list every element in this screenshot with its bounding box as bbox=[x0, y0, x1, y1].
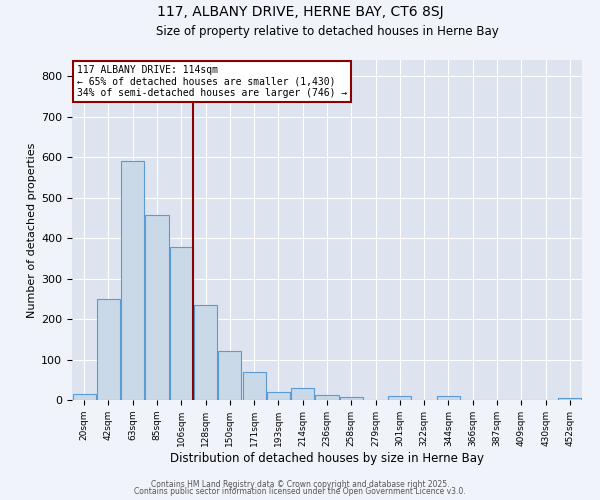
Text: 117 ALBANY DRIVE: 114sqm
← 65% of detached houses are smaller (1,430)
34% of sem: 117 ALBANY DRIVE: 114sqm ← 65% of detach… bbox=[77, 65, 347, 98]
Bar bbox=[97, 299, 120, 400]
Text: 117, ALBANY DRIVE, HERNE BAY, CT6 8SJ: 117, ALBANY DRIVE, HERNE BAY, CT6 8SJ bbox=[157, 5, 443, 19]
Bar bbox=[316, 395, 338, 400]
Bar bbox=[73, 394, 95, 400]
Bar bbox=[218, 350, 241, 400]
Bar bbox=[170, 247, 193, 400]
Bar bbox=[242, 372, 266, 400]
Bar bbox=[388, 396, 412, 400]
Bar bbox=[559, 398, 581, 400]
Bar bbox=[291, 388, 314, 400]
Text: Contains HM Land Registry data © Crown copyright and database right 2025.: Contains HM Land Registry data © Crown c… bbox=[151, 480, 449, 489]
Bar bbox=[145, 214, 169, 400]
Bar bbox=[267, 392, 290, 400]
Y-axis label: Number of detached properties: Number of detached properties bbox=[27, 142, 37, 318]
Bar bbox=[194, 305, 217, 400]
X-axis label: Distribution of detached houses by size in Herne Bay: Distribution of detached houses by size … bbox=[170, 452, 484, 464]
Text: Contains public sector information licensed under the Open Government Licence v3: Contains public sector information licen… bbox=[134, 487, 466, 496]
Title: Size of property relative to detached houses in Herne Bay: Size of property relative to detached ho… bbox=[155, 25, 499, 38]
Bar bbox=[121, 161, 144, 400]
Bar bbox=[340, 397, 363, 400]
Bar bbox=[437, 396, 460, 400]
